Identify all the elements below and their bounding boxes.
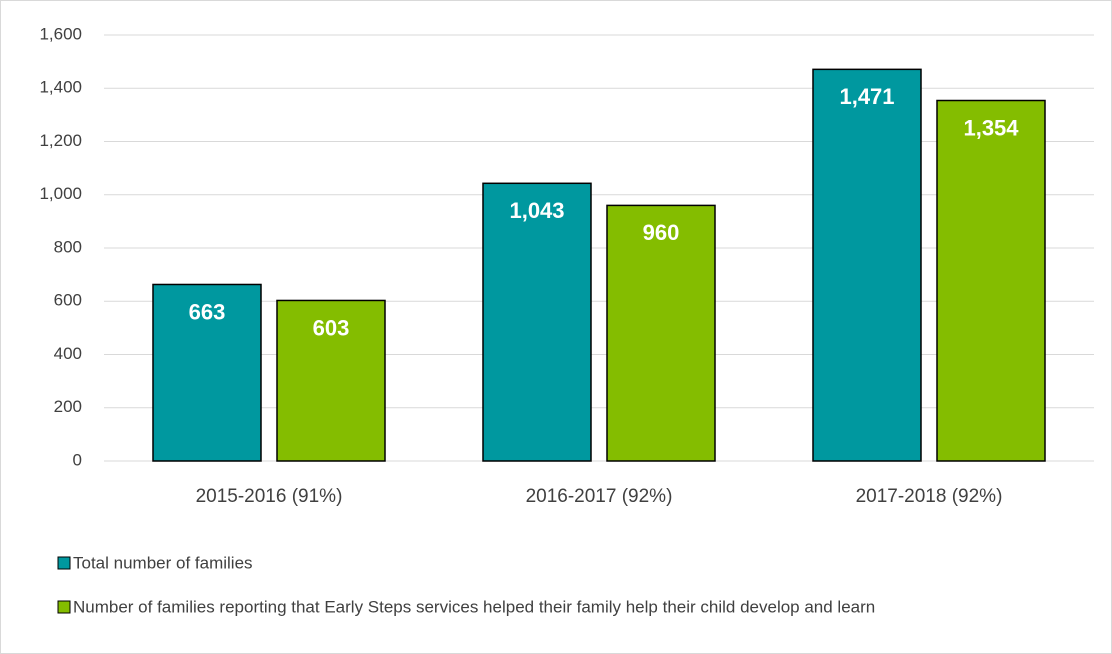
- x-tick-label: 2016-2017 (92%): [526, 486, 673, 507]
- legend-swatch: [57, 600, 71, 614]
- data-label: 1,471: [839, 84, 894, 109]
- y-tick-label: 200: [54, 397, 82, 416]
- y-tick-label: 1,000: [39, 184, 82, 203]
- y-tick-label: 0: [73, 450, 82, 469]
- legend-label: Total number of families: [73, 553, 253, 572]
- data-label: 960: [643, 220, 680, 245]
- bar: [482, 182, 592, 462]
- data-label: 1,043: [509, 198, 564, 223]
- data-label: 1,354: [963, 115, 1019, 140]
- bar: [606, 204, 716, 462]
- data-label: 663: [189, 299, 226, 324]
- y-tick-label: 400: [54, 344, 82, 363]
- bar: [812, 68, 922, 462]
- bar: [152, 283, 262, 462]
- legend-label: Number of families reporting that Early …: [73, 597, 875, 616]
- y-tick-label: 600: [54, 291, 82, 310]
- y-tick-label: 1,400: [39, 78, 82, 97]
- x-tick-label: 2015-2016 (91%): [196, 486, 343, 507]
- y-tick-label: 800: [54, 237, 82, 256]
- legend-swatch: [57, 556, 71, 570]
- y-tick-label: 1,600: [39, 24, 82, 43]
- x-tick-label: 2017-2018 (92%): [856, 486, 1003, 507]
- data-label: 603: [313, 315, 350, 340]
- bar: [936, 99, 1046, 462]
- bar: [276, 299, 386, 462]
- y-tick-label: 1,200: [39, 131, 82, 150]
